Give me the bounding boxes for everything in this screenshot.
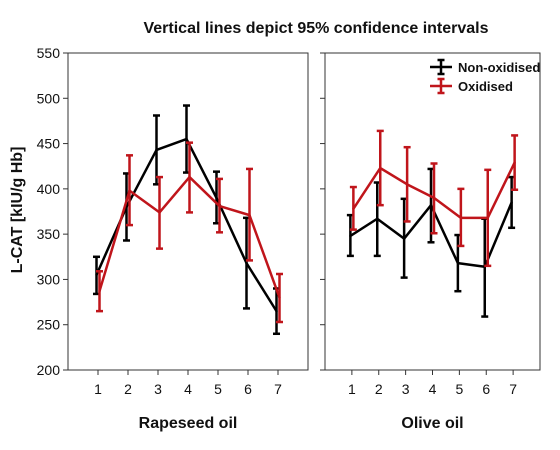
x-tick-label: 2 — [375, 381, 383, 397]
data-point — [486, 216, 489, 220]
y-tick-label: 200 — [37, 362, 61, 378]
data-point — [456, 261, 460, 265]
x-tick-label: 7 — [274, 381, 282, 397]
data-point — [188, 175, 191, 179]
data-point — [402, 237, 406, 240]
y-tick-label: 550 — [37, 45, 61, 61]
x-tick-label: 1 — [348, 381, 356, 397]
data-point — [349, 234, 352, 238]
data-point — [432, 196, 436, 200]
y-axis-label: L-CAT [kIU/g Hb] — [9, 147, 26, 274]
panel-1: 200 250 300 350 400 450 500 550 1 2 3 4 5 6 7 Rapeseed … — [37, 45, 309, 432]
data-point — [379, 166, 382, 170]
x-tick-label: 5 — [455, 381, 463, 397]
y-tick-label: 350 — [37, 226, 61, 242]
data-point — [98, 290, 101, 293]
x-tick-label: 5 — [214, 381, 222, 397]
data-point — [429, 203, 433, 207]
x-axis-label: Olive oil — [401, 415, 463, 432]
data-point — [95, 273, 98, 277]
data-point — [155, 148, 158, 152]
y-tick-label: 450 — [37, 136, 61, 152]
data-point — [510, 201, 513, 204]
data-point — [128, 189, 131, 192]
data-point — [352, 207, 355, 210]
legend: Non-oxidised Oxidised — [430, 58, 540, 95]
series-oxidised — [96, 141, 283, 324]
panel-2: 1 2 3 4 5 6 7 Olive oil Non-oxidised Oxidised — [320, 52, 541, 432]
data-point — [248, 213, 251, 217]
data-point — [405, 183, 409, 186]
data-point — [275, 309, 278, 313]
series-non-oxidised — [346, 167, 516, 318]
chart-title: Vertical lines depict 95% confidence int… — [143, 20, 488, 37]
data-point — [218, 204, 221, 208]
x-tick-label: 4 — [184, 381, 192, 397]
legend-label: Oxidised — [458, 79, 513, 94]
x-tick-label: 3 — [154, 381, 162, 397]
y-tick-label: 250 — [37, 317, 61, 333]
data-point — [459, 216, 463, 220]
data-point — [278, 296, 281, 299]
y-tick-label: 300 — [37, 271, 61, 287]
series-non-oxidised — [93, 104, 280, 336]
panels: 200 250 300 350 400 450 500 550 1 2 3 4 5 6 7 Rapeseed … — [37, 45, 541, 432]
x-tick-label: 3 — [402, 381, 410, 397]
x-tick-label: 6 — [482, 381, 490, 397]
data-point — [513, 161, 516, 164]
data-point — [215, 196, 218, 200]
y-tick-label: 500 — [37, 90, 61, 106]
data-point — [158, 211, 161, 214]
data-point — [245, 261, 248, 265]
x-tick-label: 1 — [94, 381, 102, 397]
data-point — [376, 217, 379, 220]
series-oxidised — [349, 129, 519, 268]
data-point — [185, 137, 188, 141]
x-tick-label: 4 — [429, 381, 437, 397]
x-tick-label: 2 — [124, 381, 132, 397]
x-tick-label: 7 — [509, 381, 517, 397]
legend-label: Non-oxidised — [458, 60, 540, 75]
x-tick-label: 6 — [244, 381, 252, 397]
x-axis-label: Rapeseed oil — [139, 415, 238, 432]
y-tick-label: 400 — [37, 181, 61, 197]
